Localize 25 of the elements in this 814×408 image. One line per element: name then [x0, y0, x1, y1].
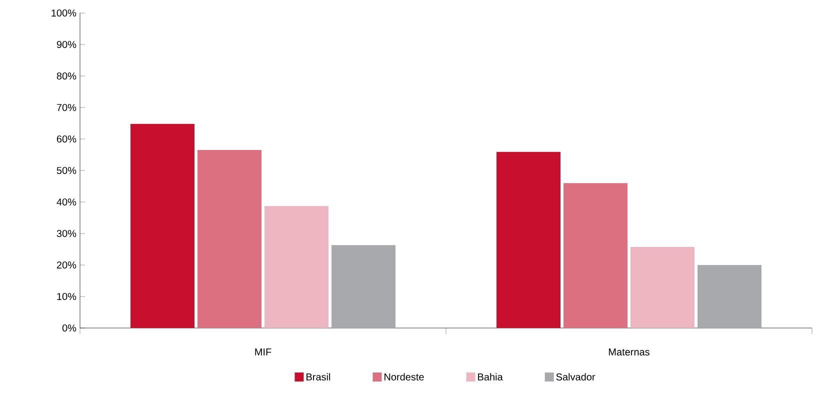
legend-label: Nordeste: [384, 373, 424, 380]
bar: [130, 124, 194, 328]
y-tick-label: 50%: [56, 166, 76, 174]
x-tick-label: Maternas: [608, 348, 650, 356]
bar: [198, 150, 262, 328]
x-tick-label: MIF: [255, 348, 272, 356]
bar: [630, 247, 695, 328]
bar: [332, 245, 396, 328]
bar: [496, 152, 561, 328]
bar: [264, 206, 329, 328]
legend-label: Brasil: [306, 373, 330, 380]
y-tick-label: 70%: [56, 104, 76, 112]
legend-label: Bahia: [478, 373, 503, 380]
y-tick-label: 0%: [62, 324, 76, 332]
y-tick-label: 100%: [52, 9, 76, 17]
bar: [564, 183, 628, 328]
y-tick-label: 20%: [56, 261, 76, 269]
legend-label: Salvador: [556, 373, 596, 380]
y-tick-label: 80%: [56, 72, 76, 80]
y-tick-label: 10%: [57, 292, 76, 300]
y-tick-label: 90%: [56, 40, 76, 48]
bar: [698, 265, 762, 328]
y-tick-label: 30%: [56, 230, 76, 238]
y-tick-label: 60%: [56, 135, 76, 143]
y-tick-label: 40%: [56, 198, 76, 206]
